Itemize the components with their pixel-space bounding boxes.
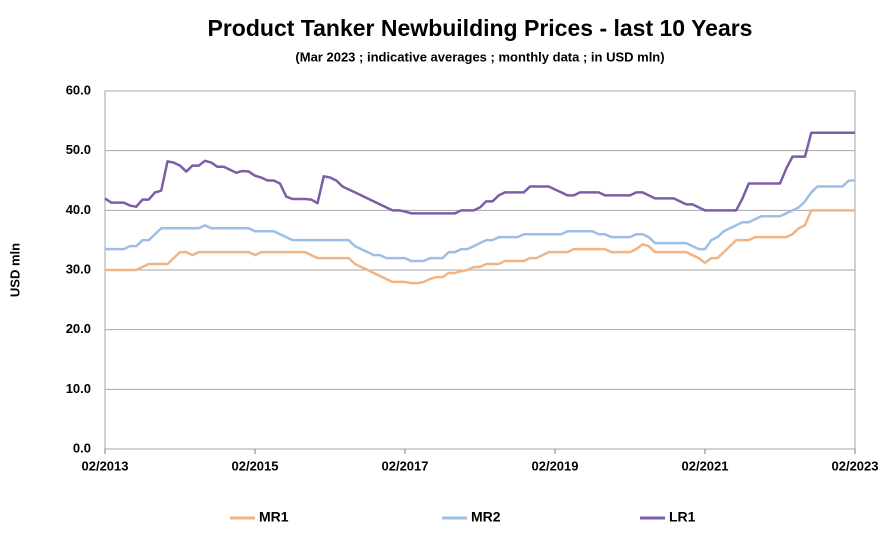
y-tick-label: 20.0 (66, 321, 91, 336)
y-tick-label: 0.0 (73, 440, 91, 455)
x-tick-label: 02/2017 (382, 458, 429, 473)
x-tick-label: 02/2015 (232, 458, 279, 473)
legend-label: MR2 (471, 509, 501, 525)
y-tick-label: 50.0 (66, 142, 91, 157)
x-tick-label: 02/2023 (832, 458, 879, 473)
y-axis-label: USD mln (7, 243, 22, 297)
x-tick-label: 02/2021 (682, 458, 729, 473)
series-line (104, 131, 855, 215)
y-tick-label: 10.0 (66, 381, 91, 396)
chart-title: Product Tanker Newbuilding Prices - last… (208, 15, 753, 41)
chart-subtitle: (Mar 2023 ; indicative averages ; monthl… (295, 49, 664, 64)
series-line (105, 179, 855, 263)
legend-label: LR1 (669, 509, 696, 525)
legend-label: MR1 (259, 509, 289, 525)
y-tick-label: 30.0 (66, 261, 91, 276)
y-tick-label: 60.0 (66, 82, 91, 97)
x-tick-label: 02/2019 (532, 458, 579, 473)
x-tick-label: 02/2013 (82, 458, 129, 473)
y-tick-label: 40.0 (66, 202, 91, 217)
series-line (105, 209, 855, 285)
